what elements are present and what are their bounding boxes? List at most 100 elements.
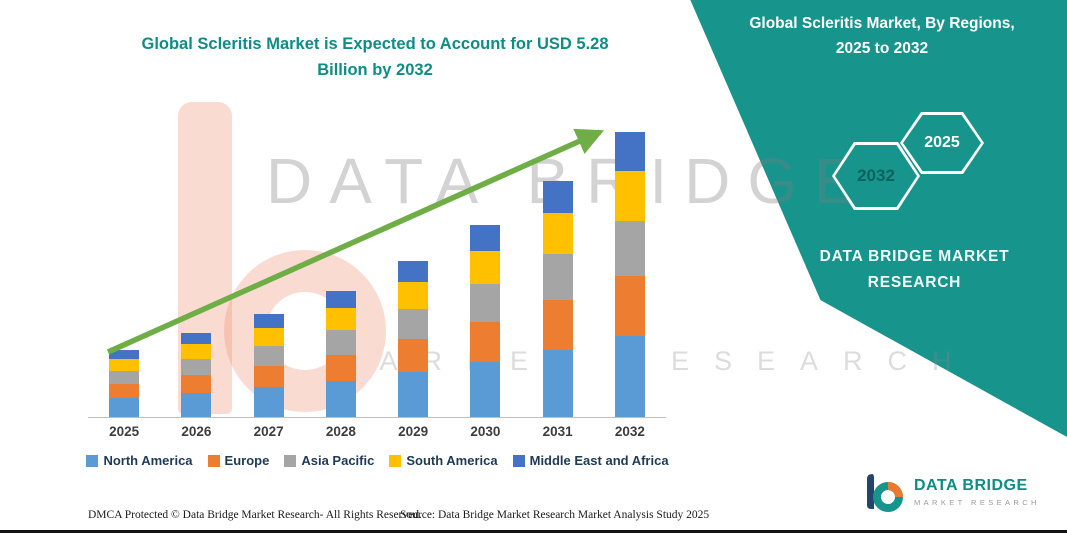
panel-brand-line1: DATA BRIDGE MARKET bbox=[819, 248, 1010, 265]
bar-segment-2031 bbox=[542, 212, 573, 255]
bar-segment-2027 bbox=[253, 327, 284, 346]
bar-segment-2026 bbox=[181, 344, 212, 359]
panel-heading-line2: 2025 to 2032 bbox=[835, 39, 929, 57]
bar-segment-2030 bbox=[470, 284, 501, 322]
panel-brand-text: DATA BRIDGE MARKET RESEARCH bbox=[772, 244, 1057, 297]
bar-column-2030 bbox=[449, 116, 521, 417]
dbmr-logo-name: DATA BRIDGE bbox=[914, 477, 1028, 494]
bar-segment-2026 bbox=[181, 374, 212, 393]
bar-column-2028 bbox=[305, 116, 377, 417]
legend-label-north-america: North America bbox=[103, 453, 193, 468]
bar-stack-2026 bbox=[181, 332, 212, 417]
hexagon-2025-label: 2025 bbox=[903, 115, 981, 171]
bar-segment-2029 bbox=[398, 309, 429, 340]
trend-arrow bbox=[106, 128, 605, 355]
dbmr-logo-subtitle: MARKET RESEARCH bbox=[914, 498, 1040, 507]
dbmr-logo-icon bbox=[867, 474, 903, 512]
legend-label-south-america: South America bbox=[406, 453, 498, 468]
panel-brand-line2: RESEARCH bbox=[867, 274, 962, 292]
legend-label-asia-pacific: Asia Pacific bbox=[301, 453, 375, 468]
x-label-2027: 2027 bbox=[253, 424, 284, 439]
bar-segment-2032 bbox=[614, 276, 645, 337]
chart-title-line1: Global Scleritis Market is Expected to A… bbox=[141, 35, 609, 53]
trend-arrow-line bbox=[106, 128, 605, 355]
bar-stack-2030 bbox=[470, 225, 501, 417]
bar-stack-2029 bbox=[398, 260, 429, 417]
bar-segment-2029 bbox=[398, 339, 429, 373]
chart-title: Global Scleritis Market is Expected to A… bbox=[95, 32, 655, 83]
x-label-2025: 2025 bbox=[109, 424, 140, 439]
source-footer-text: Source: Data Bridge Market Research Mark… bbox=[400, 509, 710, 521]
bar-segment-2029 bbox=[398, 281, 429, 310]
bar-segment-2032 bbox=[614, 132, 645, 172]
x-label-2032: 2032 bbox=[614, 424, 645, 439]
bar-stack-2027 bbox=[253, 313, 284, 417]
bar-stack-2028 bbox=[325, 290, 356, 417]
chart-title-line2: Billion by 2032 bbox=[317, 60, 433, 79]
bar-segment-2027 bbox=[253, 365, 284, 388]
bar-segment-2027 bbox=[253, 313, 284, 328]
bar-segment-2031 bbox=[542, 300, 573, 350]
legend-item-asia-pacific: Asia Pacific bbox=[284, 453, 374, 468]
bar-segment-2029 bbox=[398, 260, 429, 282]
bar-segment-2026 bbox=[181, 332, 212, 345]
x-label-2031: 2031 bbox=[542, 424, 573, 439]
chart-legend: North America Europe Asia Pacific South … bbox=[80, 453, 675, 468]
bar-segment-2030 bbox=[470, 251, 501, 285]
bottom-divider bbox=[0, 530, 1067, 533]
panel-heading-line1: Global Scleritis Market, By Regions, bbox=[749, 15, 1015, 32]
bar-stack-2032 bbox=[614, 132, 645, 417]
stacked-bar-plot bbox=[88, 116, 666, 418]
bar-segment-2028 bbox=[325, 354, 356, 381]
bar-segment-2026 bbox=[181, 392, 212, 417]
legend-item-south-america: South America bbox=[389, 453, 498, 468]
legend-item-europe: Europe bbox=[207, 453, 270, 468]
bar-segment-2028 bbox=[325, 290, 356, 309]
x-label-2030: 2030 bbox=[470, 424, 501, 439]
hexagon-badges: 2032 2025 bbox=[828, 108, 1063, 218]
panel-heading: Global Scleritis Market, By Regions, 202… bbox=[727, 12, 1037, 62]
x-label-2026: 2026 bbox=[181, 424, 212, 439]
bar-segment-2031 bbox=[542, 180, 573, 213]
bar-segment-2026 bbox=[181, 358, 212, 375]
bar-segment-2027 bbox=[253, 387, 284, 417]
legend-label-middle-east-africa: Middle East and Africa bbox=[529, 453, 669, 468]
bar-column-2027 bbox=[233, 116, 305, 417]
bar-segment-2025 bbox=[109, 358, 140, 371]
legend-swatch-middle-east-africa bbox=[512, 454, 525, 467]
bar-segment-2025 bbox=[109, 383, 140, 398]
bar-segment-2031 bbox=[542, 349, 573, 417]
x-label-2028: 2028 bbox=[325, 424, 356, 439]
bar-segment-2032 bbox=[614, 171, 645, 222]
hexagon-2032: 2032 bbox=[832, 142, 920, 210]
bar-segment-2028 bbox=[325, 380, 356, 417]
bar-column-2031 bbox=[522, 116, 594, 417]
legend-item-middle-east-africa: Middle East and Africa bbox=[512, 453, 669, 468]
bar-segment-2027 bbox=[253, 345, 284, 366]
bar-segment-2025 bbox=[109, 370, 140, 384]
legend-swatch-south-america bbox=[389, 454, 402, 467]
bar-segment-2025 bbox=[109, 349, 140, 359]
legend-item-north-america: North America bbox=[86, 453, 193, 468]
bar-segment-2031 bbox=[542, 254, 573, 301]
legend-swatch-europe bbox=[207, 454, 220, 467]
bar-column-2029 bbox=[377, 116, 449, 417]
bar-stack-2031 bbox=[542, 180, 573, 417]
bar-segment-2029 bbox=[398, 372, 429, 417]
dbmr-logo-text: DATA BRIDGE MARKET RESEARCH bbox=[914, 477, 1040, 507]
bar-column-2032 bbox=[594, 116, 666, 417]
bar-segment-2032 bbox=[614, 221, 645, 277]
dmca-footer-text: DMCA Protected © Data Bridge Market Rese… bbox=[88, 509, 422, 521]
x-label-2029: 2029 bbox=[398, 424, 429, 439]
hexagon-2032-label: 2032 bbox=[835, 145, 917, 207]
bar-column-2026 bbox=[160, 116, 232, 417]
legend-swatch-asia-pacific bbox=[284, 454, 297, 467]
bar-segment-2028 bbox=[325, 308, 356, 331]
bar-segment-2030 bbox=[470, 321, 501, 362]
bar-segment-2025 bbox=[109, 397, 140, 417]
bar-segment-2030 bbox=[470, 225, 501, 252]
bar-segment-2032 bbox=[614, 336, 645, 417]
legend-label-europe: Europe bbox=[224, 453, 270, 468]
